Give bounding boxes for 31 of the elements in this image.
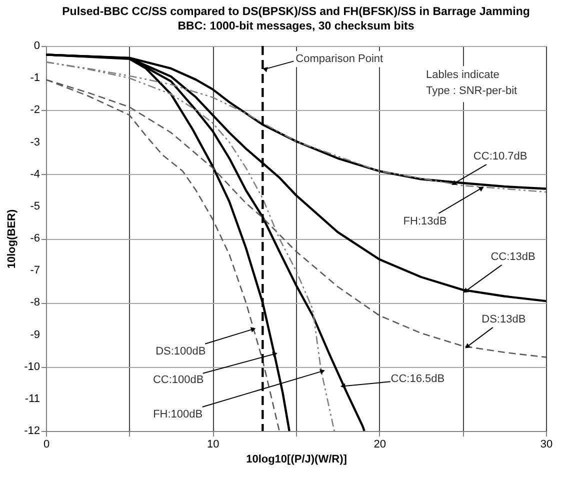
y-tick-label: -12	[24, 425, 40, 437]
annotation: CC:16.5dB	[390, 373, 445, 386]
x-axis-title: 10log10[(P/J)(W/R)]	[246, 454, 348, 466]
annotation: Lables indicate Type : SNR-per-bit	[426, 69, 518, 98]
y-axis-title: 10log(BER)	[6, 209, 18, 269]
x-tick-label: 10	[207, 438, 220, 450]
annotation: FH:100dB	[153, 408, 203, 420]
chart-subtitle: BBC: 1000-bit messages, 30 checksum bits	[178, 20, 414, 32]
ref-line-label: Comparison Point	[296, 53, 384, 66]
y-tick-label: -7	[30, 264, 40, 277]
x-tick-label: 0	[43, 438, 50, 450]
annotation: CC:10.7dB	[473, 150, 528, 162]
y-tick-label: 0	[34, 40, 40, 52]
y-tick-label: -6	[30, 232, 40, 244]
x-tick-label: 20	[374, 438, 386, 450]
y-tick-label: -5	[30, 200, 40, 212]
annotation: CC:100dB	[152, 374, 204, 386]
annotation: DS:13dB	[482, 313, 526, 326]
y-tick-label: -3	[30, 136, 40, 148]
annotation: CC:13dB	[490, 250, 536, 263]
x-tick-label: 30	[540, 438, 553, 450]
chart-title: Pulsed-BBC CC/SS compared to DS(BPSK)/SS and FH(BFSK)/SS in Barrage Jamming	[62, 6, 530, 18]
annotation: FH:13dB	[403, 215, 447, 228]
y-tick-label: -8	[30, 296, 40, 309]
y-tick-label: -2	[30, 104, 40, 116]
y-tick-label: -9	[30, 328, 40, 341]
y-tick-label: -4	[30, 168, 40, 180]
y-tick-label: -11	[24, 392, 40, 405]
annotation: DS:100dB	[156, 345, 206, 358]
y-tick-label: -1	[30, 72, 40, 84]
y-tick-label: -10	[24, 360, 40, 373]
